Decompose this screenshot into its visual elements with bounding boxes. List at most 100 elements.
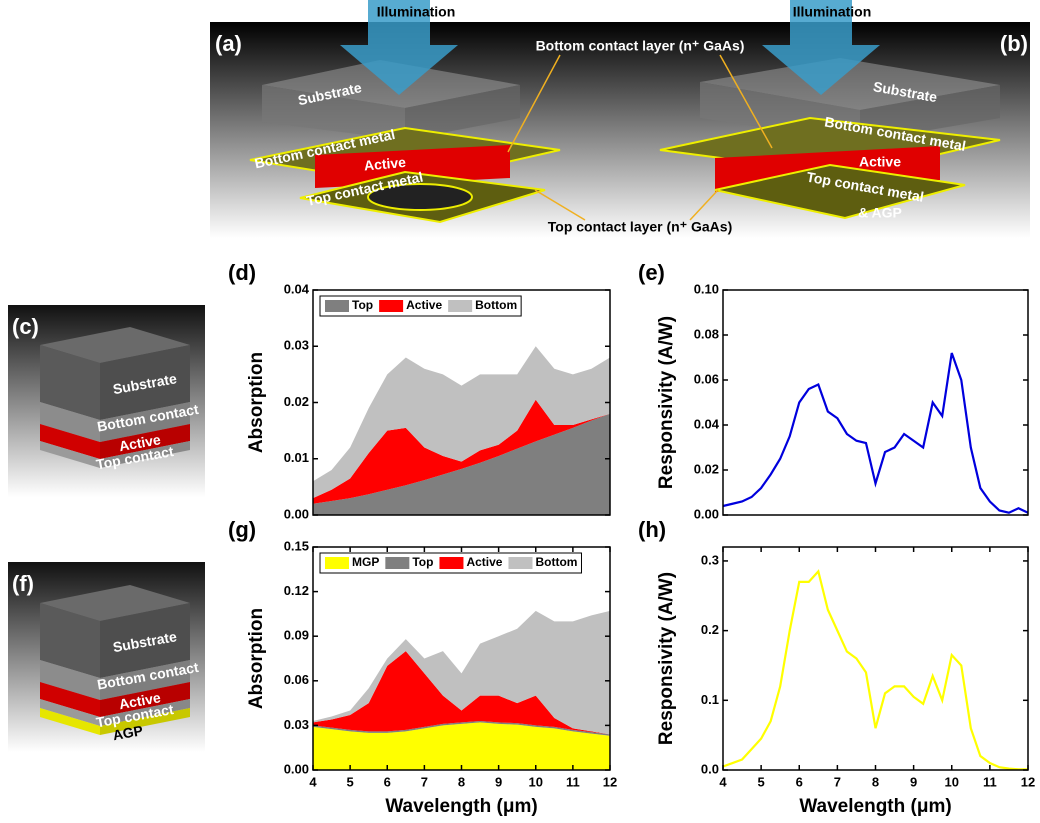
x-tick-label: 12 <box>603 774 617 789</box>
y-tick-label: 0.0 <box>701 761 719 776</box>
callout-line <box>719 54 773 149</box>
y-tick-label: 0.08 <box>694 326 719 341</box>
x-tick-label: 4 <box>309 774 317 789</box>
layer-stacks <box>8 305 205 752</box>
y-tick-label: 0.00 <box>284 506 309 521</box>
y-tick-label: 0.02 <box>284 394 309 409</box>
y-tick-label: 0.03 <box>284 338 309 353</box>
x-tick-label: 5 <box>758 774 765 789</box>
y-tick-label: 0.00 <box>694 506 719 521</box>
cube-layer <box>100 424 190 459</box>
plot-frame <box>722 546 1029 771</box>
legend-label: Bottom <box>535 555 577 569</box>
illumination-arrow <box>762 45 880 95</box>
substrate-left <box>262 85 405 140</box>
cube-layer <box>40 424 100 459</box>
legend-swatch <box>325 300 349 312</box>
area <box>313 722 610 770</box>
y-tick-label: 0.04 <box>284 281 310 296</box>
area <box>313 720 610 736</box>
y-tick-label: 0.1 <box>701 692 719 707</box>
y-tick-label: 0.06 <box>284 672 309 687</box>
layer-label: AGP <box>111 722 144 743</box>
legend-swatch <box>439 557 464 569</box>
line <box>722 352 1029 514</box>
x-tick-label: 11 <box>983 774 997 789</box>
area <box>313 651 610 735</box>
legend: MGP Top Active Bottom <box>319 552 582 574</box>
chart: 0.0 0.1 0.2 0.3 4 5 6 7 8 9 10 11 12 Wavelength (μm) R… <box>638 517 1035 817</box>
x-tick-label: 12 <box>1021 774 1035 789</box>
aperture <box>367 183 473 211</box>
legend: Top Active Bottom <box>319 295 522 317</box>
substrate-right <box>405 85 520 140</box>
x-tick-label: 10 <box>945 774 959 789</box>
area <box>313 346 610 499</box>
x-tick-label: 7 <box>421 774 428 789</box>
legend-label: Top <box>352 298 373 312</box>
y-tick-label: 0.03 <box>284 717 309 732</box>
cube-layer <box>40 603 100 678</box>
y-axis-label: Absorption <box>246 608 267 709</box>
cube-layer <box>100 441 190 468</box>
x-tick-label: 9 <box>495 774 502 789</box>
illumination-arrow <box>368 0 430 45</box>
x-tick-label: 10 <box>529 774 543 789</box>
y-tick-label: 0.06 <box>694 371 719 386</box>
panel-label: (g) <box>228 517 256 542</box>
legend-label: Active <box>406 298 442 312</box>
panel-label: (c) <box>12 314 39 339</box>
panel-label: (h) <box>638 517 666 542</box>
legend-swatch <box>448 300 473 312</box>
legend-swatch <box>385 557 410 569</box>
callout-line <box>534 189 586 221</box>
x-tick-label: 4 <box>719 774 727 789</box>
layer-label: Active <box>859 154 901 170</box>
x-axis-label: Wavelength (μm) <box>385 796 537 817</box>
callout-line <box>689 189 719 221</box>
y-tick-label: 0.02 <box>694 461 719 476</box>
area <box>313 610 610 735</box>
cube-layer <box>40 682 100 717</box>
layer-label: Active <box>118 689 162 712</box>
legend-label: Top <box>412 555 433 569</box>
device-schematics: Illumination Illumination Bottom contact… <box>210 0 1030 238</box>
cube-layer <box>40 345 100 420</box>
cube-layer <box>100 708 190 735</box>
y-tick-label: 0.01 <box>284 450 309 465</box>
callout-lines <box>507 54 773 221</box>
cube-layer <box>40 441 100 468</box>
callout-line <box>507 54 561 153</box>
panel-label: (e) <box>638 260 665 285</box>
chart: 0.00 0.01 0.02 0.03 0.04 Absorption (d) Top Acti… <box>228 260 611 521</box>
y-tick-label: 0.04 <box>694 416 720 431</box>
x-tick-label: 8 <box>872 774 879 789</box>
panel-label: (b) <box>1000 31 1028 56</box>
x-tick-label: 11 <box>566 774 580 789</box>
x-tick-label: 9 <box>910 774 917 789</box>
y-tick-label: 0.09 <box>284 628 309 643</box>
x-tick-label: 6 <box>796 774 803 789</box>
illumination-arrow <box>790 0 852 45</box>
illumination-arrow <box>340 45 458 95</box>
legend-label: Bottom <box>475 298 517 312</box>
chart: 0.00 0.02 0.04 0.06 0.08 0.10 Responsivity (A/… <box>638 260 1029 521</box>
y-tick-label: 0.3 <box>701 552 719 567</box>
cube-layer <box>40 402 100 442</box>
x-tick-label: 7 <box>834 774 841 789</box>
cube-layer <box>40 708 100 735</box>
substrate-top <box>700 58 1000 110</box>
x-tick-label: 8 <box>458 774 465 789</box>
y-axis-label: Responsivity (A/W) <box>656 316 677 489</box>
area <box>313 399 610 504</box>
cube-layer <box>40 660 100 700</box>
legend-swatch <box>508 557 533 569</box>
active-layer <box>315 145 510 188</box>
chart: 0.00 0.03 0.06 0.09 0.12 0.15 4 5 6 7 8 9 10 11 12 Wave… <box>228 517 617 817</box>
cube-top <box>40 585 190 621</box>
y-axis-label: Responsivity (A/W) <box>656 572 677 745</box>
x-axis-label: Wavelength (μm) <box>799 796 951 817</box>
line <box>722 569 1028 771</box>
y-tick-label: 0.2 <box>701 622 719 637</box>
y-tick-label: 0.15 <box>284 538 309 553</box>
